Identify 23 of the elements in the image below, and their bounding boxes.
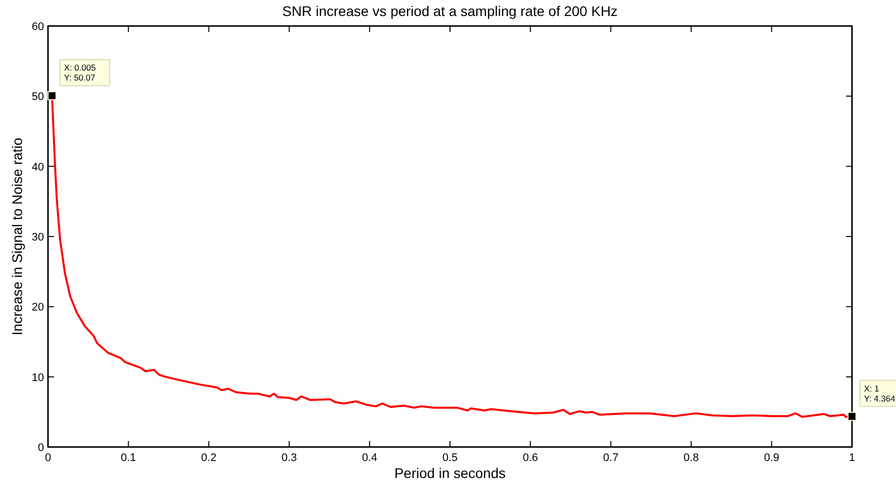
y-tick-label: 0: [38, 442, 44, 454]
x-tick-label: 0.9: [764, 452, 780, 464]
y-axis-title: Increase in Signal to Noise ratio: [9, 137, 25, 336]
y-tick-label: 30: [32, 232, 44, 244]
x-tick-label: 0.4: [362, 452, 378, 464]
annotation: X: 1 Y: 4.364: [864, 383, 896, 404]
x-tick-label: 0.6: [522, 452, 538, 464]
x-tick-label: 0.2: [201, 452, 216, 464]
x-tick-label: 0.1: [120, 452, 136, 464]
x-tick-label: 0.8: [684, 452, 699, 464]
chart-title: SNR increase vs period at a sampling rate of 200 KHz: [282, 3, 618, 19]
x-tick-label: 0.3: [282, 452, 297, 464]
y-tick-label: 10: [32, 372, 44, 384]
annotation: X: 0.005 Y: 50.07: [64, 62, 96, 83]
y-tick-label: 20: [32, 302, 44, 314]
y-tick-label: 60: [32, 21, 44, 33]
x-tick-label: 1: [848, 452, 856, 464]
y-tick-label: 40: [32, 161, 44, 174]
x-tick-label: 0.5: [442, 452, 458, 464]
y-tick-label: 50: [32, 91, 44, 104]
x-tick-label: 0.7: [603, 452, 618, 464]
x-tick-label: 0: [44, 452, 52, 464]
x-axis-title: Period in seconds: [394, 465, 506, 481]
